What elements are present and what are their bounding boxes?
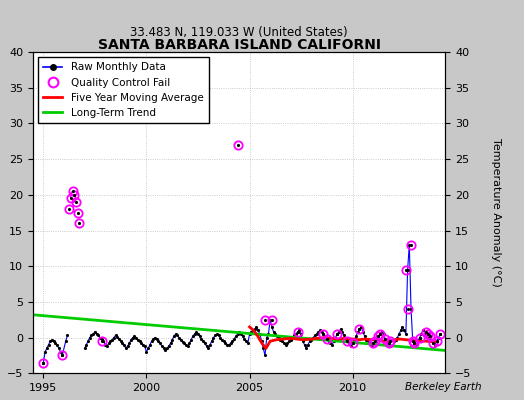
Text: 33.483 N, 119.033 W (United States): 33.483 N, 119.033 W (United States) [130, 26, 348, 39]
Y-axis label: Temperature Anomaly (°C): Temperature Anomaly (°C) [491, 138, 501, 287]
Text: Berkeley Earth: Berkeley Earth [406, 382, 482, 392]
Title: SANTA BARBARA ISLAND CALIFORNI: SANTA BARBARA ISLAND CALIFORNI [97, 38, 381, 52]
Legend: Raw Monthly Data, Quality Control Fail, Five Year Moving Average, Long-Term Tren: Raw Monthly Data, Quality Control Fail, … [38, 57, 209, 123]
